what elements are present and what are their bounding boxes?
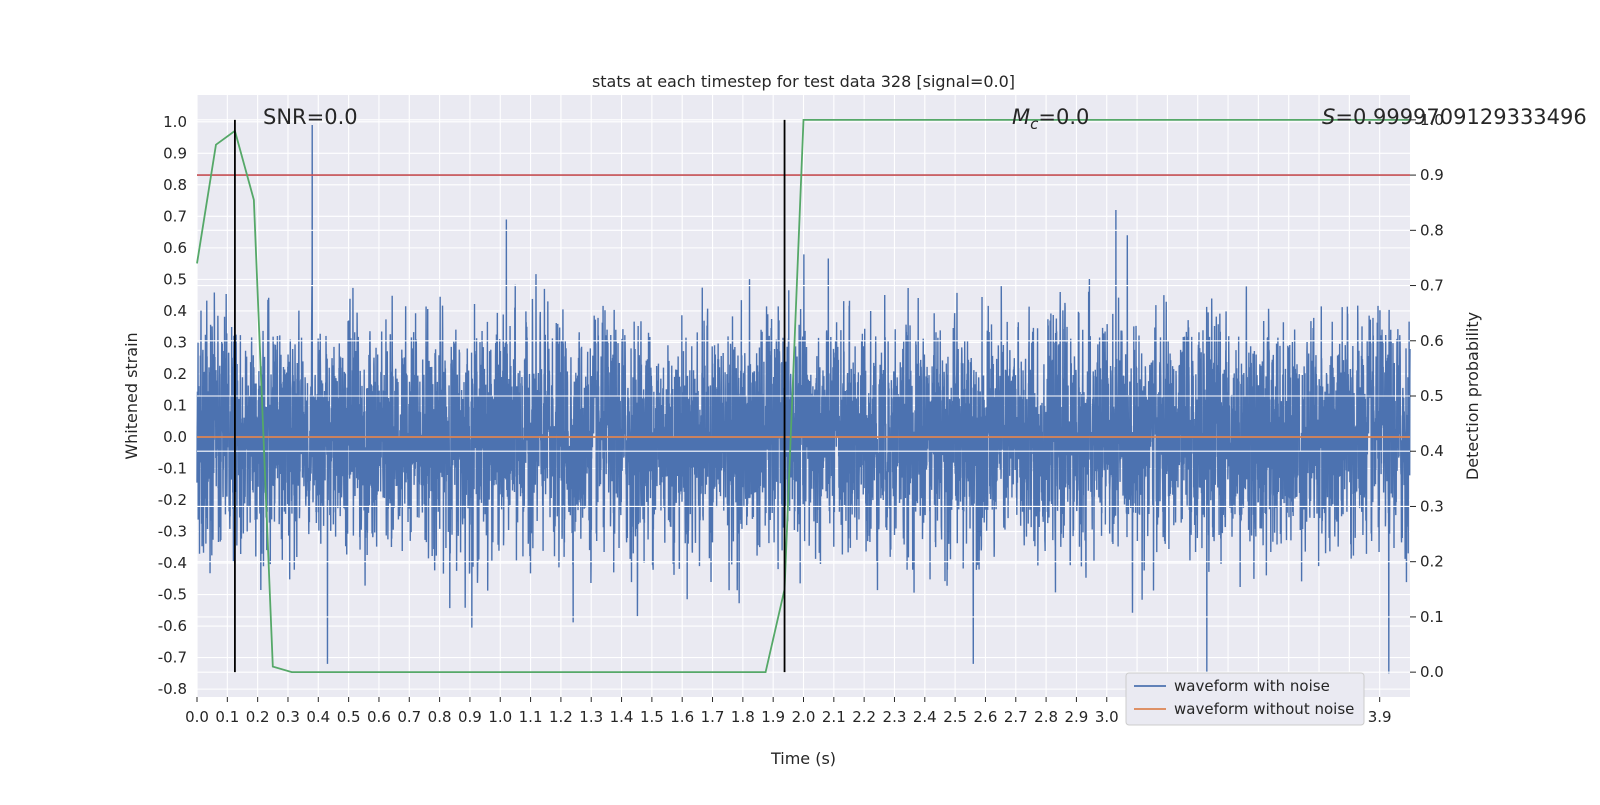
y-left-tick-label: -0.4 (158, 554, 187, 572)
y-right-tick-label: 0.7 (1420, 277, 1444, 295)
y-left-tick-label: 0.0 (163, 428, 187, 446)
series-waveform-with-noise (196, 124, 1411, 674)
y-right-tick-label: 0.1 (1420, 608, 1444, 626)
y-left-tick-label: 0.2 (163, 365, 187, 383)
y-right-tick-label: 1.0 (1420, 111, 1444, 129)
x-tick-label: 0.2 (246, 708, 270, 726)
y-left-tick-label: -0.1 (158, 459, 187, 477)
y-right-tick-label: 0.0 (1420, 663, 1444, 681)
lines-layer (196, 118, 1410, 674)
y-left-tick-label: -0.7 (158, 649, 187, 667)
x-tick-label: 2.8 (1034, 708, 1058, 726)
x-tick-label: 1.0 (488, 708, 512, 726)
x-tick-label: 1.1 (519, 708, 543, 726)
x-tick-label: 0.7 (397, 708, 421, 726)
y-left-tick-label: -0.3 (158, 523, 187, 541)
y-left-tick-label: -0.2 (158, 491, 187, 509)
legend: waveform with noise waveform without noi… (1125, 672, 1365, 726)
x-tick-label: 0.4 (306, 708, 330, 726)
y-axis-right-label: Detection probability (1463, 312, 1482, 480)
x-tick-label: 2.6 (974, 708, 998, 726)
y-left-tick-label: -0.6 (158, 617, 187, 635)
legend-label-clean: waveform without noise (1174, 700, 1354, 718)
y-left-tick-label: 0.3 (163, 333, 187, 351)
chart-title: stats at each timestep for test data 328… (592, 72, 1015, 91)
y-right-tick-label: 0.3 (1420, 497, 1444, 515)
x-tick-label: 1.2 (549, 708, 573, 726)
s-annotation: S=0.9999709129333496 (1322, 105, 1587, 129)
y-left-tick-label: 0.8 (163, 176, 187, 194)
x-tick-label: 3.0 (1095, 708, 1119, 726)
y-left-tick-label: 0.5 (163, 270, 187, 288)
x-tick-label: 0.8 (428, 708, 452, 726)
x-tick-label: 0.6 (367, 708, 391, 726)
y-right-tick-label: 0.4 (1420, 442, 1444, 460)
x-tick-label: 2.7 (1004, 708, 1028, 726)
x-tick-label: 0.0 (185, 708, 209, 726)
snr-annotation: SNR=0.0 (263, 105, 358, 129)
s-symbol: S (1322, 105, 1335, 129)
x-tick-label: 2.3 (883, 708, 907, 726)
x-tick-label: 2.1 (822, 708, 846, 726)
x-tick-label: 0.9 (458, 708, 482, 726)
x-tick-label: 2.2 (852, 708, 876, 726)
mc-value: =0.0 (1038, 105, 1089, 129)
y-right-tick-label: 0.8 (1420, 221, 1444, 239)
x-tick-label: 1.8 (731, 708, 755, 726)
x-tick-label: 2.4 (913, 708, 937, 726)
y-left-tick-label: 0.6 (163, 239, 187, 257)
s-value: =0.9999709129333496 (1335, 105, 1586, 129)
legend-label-noise: waveform with noise (1174, 677, 1330, 695)
x-tick-label: 0.5 (337, 708, 361, 726)
x-tick-label: 0.1 (215, 708, 239, 726)
y-right-tick-label: 0.9 (1420, 166, 1444, 184)
x-tick-label: 2.0 (792, 708, 816, 726)
y-left-tick-label: -0.8 (158, 680, 187, 698)
y-right-tick-label: 0.2 (1420, 553, 1444, 571)
mc-symbol: M (1012, 105, 1030, 129)
x-tick-label: 2.5 (943, 708, 967, 726)
mc-subscript: c (1030, 115, 1039, 133)
y-right-tick-label: 0.5 (1420, 387, 1444, 405)
x-tick-label: 1.9 (761, 708, 785, 726)
y-left-tick-label: 0.1 (163, 396, 187, 414)
y-left-tick-label: 0.9 (163, 144, 187, 162)
x-tick-label: 1.7 (701, 708, 725, 726)
y-right-tick-label: 0.6 (1420, 332, 1444, 350)
x-tick-label: 2.9 (1064, 708, 1088, 726)
y-left-tick-label: -0.5 (158, 586, 187, 604)
legend-box (1125, 672, 1365, 726)
y-left-tick-label: 0.7 (163, 207, 187, 225)
x-axis-label: Time (s) (770, 749, 836, 768)
y-left-tick-label: 0.4 (163, 302, 187, 320)
x-tick-label: 1.6 (670, 708, 694, 726)
series-detection-probability (196, 118, 1410, 674)
x-tick-label: 1.5 (640, 708, 664, 726)
x-tick-label: 0.3 (276, 708, 300, 726)
y-axis-left-label: Whitened strain (122, 332, 141, 459)
x-tick-label: 1.4 (610, 708, 634, 726)
mc-annotation: Mc=0.0 (1012, 105, 1089, 133)
x-tick-label: 3.9 (1368, 708, 1392, 726)
y-left-tick-label: 1.0 (163, 113, 187, 131)
x-tick-label: 1.3 (579, 708, 603, 726)
